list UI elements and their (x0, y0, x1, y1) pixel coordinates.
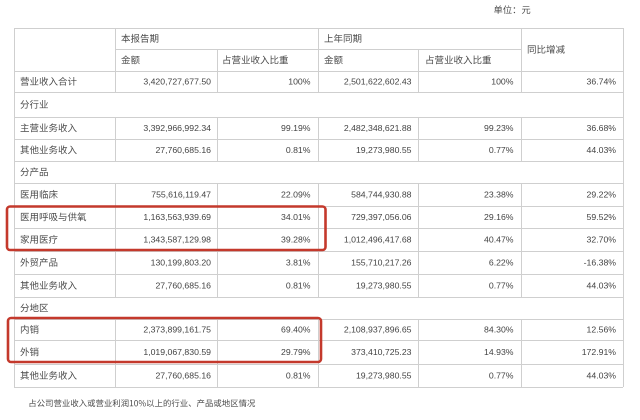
svg-text:0.81%: 0.81% (286, 371, 311, 381)
svg-text:99.23%: 99.23% (484, 123, 514, 133)
svg-text:0.81%: 0.81% (286, 281, 311, 291)
svg-text:2,108,937,896.65: 2,108,937,896.65 (344, 325, 412, 335)
svg-text:-16.38%: -16.38% (584, 258, 617, 268)
svg-text:373,410,725.23: 373,410,725.23 (351, 347, 412, 357)
svg-text:44.03%: 44.03% (587, 145, 617, 155)
svg-text:100%: 100% (491, 77, 513, 87)
svg-text:32.70%: 32.70% (587, 235, 617, 245)
svg-text:59.52%: 59.52% (587, 212, 617, 222)
svg-text:1,163,563,939.69: 1,163,563,939.69 (143, 212, 211, 222)
svg-text:69.40%: 69.40% (281, 325, 311, 335)
svg-text:172.91%: 172.91% (582, 347, 617, 357)
svg-text:130,199,803.20: 130,199,803.20 (151, 258, 212, 268)
svg-text:44.03%: 44.03% (587, 371, 617, 381)
svg-text:155,710,217.26: 155,710,217.26 (351, 258, 412, 268)
svg-text:3.81%: 3.81% (286, 258, 311, 268)
svg-text:3,420,727,677.50: 3,420,727,677.50 (143, 77, 211, 87)
svg-text:0.77%: 0.77% (489, 145, 514, 155)
svg-text:2,482,348,621.88: 2,482,348,621.88 (344, 123, 412, 133)
svg-text:19,273,980.55: 19,273,980.55 (356, 371, 412, 381)
svg-text:27,760,685.16: 27,760,685.16 (155, 281, 211, 291)
svg-text:29.16%: 29.16% (484, 212, 514, 222)
svg-text:0.81%: 0.81% (286, 145, 311, 155)
svg-text:36.68%: 36.68% (587, 123, 617, 133)
svg-text:19,273,980.55: 19,273,980.55 (356, 145, 412, 155)
svg-text:755,616,119.47: 755,616,119.47 (151, 190, 211, 200)
svg-text:2,501,622,602.43: 2,501,622,602.43 (344, 77, 412, 87)
svg-text:584,744,930.88: 584,744,930.88 (351, 190, 412, 200)
svg-text:40.47%: 40.47% (484, 235, 514, 245)
svg-text:1,343,587,129.98: 1,343,587,129.98 (143, 235, 211, 245)
svg-text:27,760,685.16: 27,760,685.16 (155, 145, 211, 155)
svg-text:39.28%: 39.28% (281, 235, 311, 245)
svg-text:36.74%: 36.74% (587, 77, 617, 87)
svg-text:84.30%: 84.30% (484, 325, 514, 335)
svg-text:100%: 100% (288, 77, 310, 87)
svg-text:29.22%: 29.22% (587, 190, 617, 200)
svg-text:1,012,496,417.68: 1,012,496,417.68 (344, 235, 412, 245)
svg-text:29.79%: 29.79% (281, 347, 311, 357)
svg-text:23.38%: 23.38% (484, 190, 514, 200)
svg-text:2,373,899,161.75: 2,373,899,161.75 (143, 325, 211, 335)
svg-text:44.03%: 44.03% (587, 281, 617, 291)
svg-text:27,760,685.16: 27,760,685.16 (155, 371, 211, 381)
svg-text:0.77%: 0.77% (489, 371, 514, 381)
svg-text:19,273,980.55: 19,273,980.55 (356, 281, 412, 291)
svg-text:0.77%: 0.77% (489, 281, 514, 291)
svg-text:99.19%: 99.19% (281, 123, 311, 133)
svg-text:1,019,067,830.59: 1,019,067,830.59 (143, 347, 211, 357)
svg-text:34.01%: 34.01% (281, 212, 311, 222)
svg-text:6.22%: 6.22% (489, 258, 514, 268)
svg-text:12.56%: 12.56% (587, 325, 617, 335)
svg-text:729,397,056.06: 729,397,056.06 (351, 212, 412, 222)
svg-text:14.93%: 14.93% (484, 347, 514, 357)
svg-text:22.09%: 22.09% (281, 190, 311, 200)
svg-text:3,392,966,992.34: 3,392,966,992.34 (143, 123, 211, 133)
